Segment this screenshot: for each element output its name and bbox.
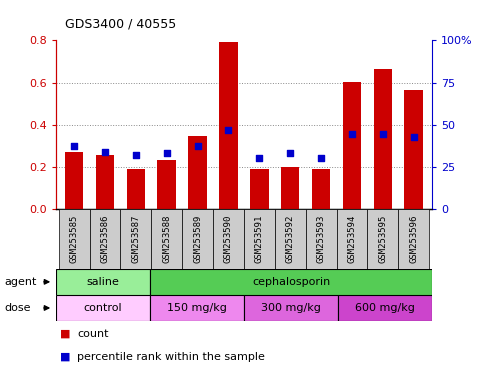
Text: 150 mg/kg: 150 mg/kg <box>167 303 227 313</box>
Text: GSM253593: GSM253593 <box>317 215 326 263</box>
Point <box>410 134 418 141</box>
Bar <box>337 209 368 269</box>
Text: ■: ■ <box>60 352 71 362</box>
Point <box>163 150 170 156</box>
Bar <box>188 136 207 209</box>
Bar <box>219 43 238 209</box>
Text: ■: ■ <box>60 329 71 339</box>
Bar <box>275 209 306 269</box>
Bar <box>368 209 398 269</box>
Text: GSM253586: GSM253586 <box>100 215 110 263</box>
Bar <box>150 295 244 321</box>
Point <box>256 154 263 161</box>
Bar <box>89 209 120 269</box>
Point <box>194 143 201 149</box>
Bar <box>250 169 269 209</box>
Point <box>317 154 325 161</box>
Text: GSM253591: GSM253591 <box>255 215 264 263</box>
Bar <box>244 209 275 269</box>
Point <box>70 143 78 149</box>
Text: dose: dose <box>5 303 31 313</box>
Point <box>132 152 140 159</box>
Point <box>286 150 294 156</box>
Point <box>225 127 232 133</box>
Bar <box>65 152 84 209</box>
Bar <box>58 209 89 269</box>
Text: GDS3400 / 40555: GDS3400 / 40555 <box>65 18 176 31</box>
Text: GSM253585: GSM253585 <box>70 215 79 263</box>
Bar <box>306 209 337 269</box>
Text: control: control <box>84 303 122 313</box>
Bar <box>281 167 299 209</box>
Text: agent: agent <box>5 277 37 287</box>
Bar <box>150 269 432 295</box>
Text: GSM253594: GSM253594 <box>347 215 356 263</box>
Bar <box>244 295 338 321</box>
Text: GSM253587: GSM253587 <box>131 215 141 263</box>
Text: GSM253596: GSM253596 <box>409 215 418 263</box>
Text: 600 mg/kg: 600 mg/kg <box>355 303 415 313</box>
Text: saline: saline <box>86 277 119 287</box>
Point <box>101 149 109 156</box>
Text: count: count <box>77 329 109 339</box>
Bar <box>96 156 114 209</box>
Bar <box>56 269 150 295</box>
Text: GSM253592: GSM253592 <box>286 215 295 263</box>
Bar <box>157 160 176 209</box>
Bar <box>338 295 432 321</box>
Text: cephalosporin: cephalosporin <box>252 277 330 287</box>
Bar <box>374 69 392 209</box>
Text: GSM253589: GSM253589 <box>193 215 202 263</box>
Text: percentile rank within the sample: percentile rank within the sample <box>77 352 265 362</box>
Bar <box>312 169 330 209</box>
Bar <box>56 295 150 321</box>
Bar <box>404 90 423 209</box>
Bar <box>182 209 213 269</box>
Point <box>379 131 387 137</box>
Text: GSM253595: GSM253595 <box>378 215 387 263</box>
Text: 300 mg/kg: 300 mg/kg <box>261 303 321 313</box>
Bar <box>398 209 429 269</box>
Text: GSM253588: GSM253588 <box>162 215 171 263</box>
Bar <box>213 209 244 269</box>
Bar <box>120 209 151 269</box>
Bar <box>151 209 182 269</box>
Text: GSM253590: GSM253590 <box>224 215 233 263</box>
Bar <box>343 81 361 209</box>
Point <box>348 131 356 137</box>
Bar <box>127 169 145 209</box>
